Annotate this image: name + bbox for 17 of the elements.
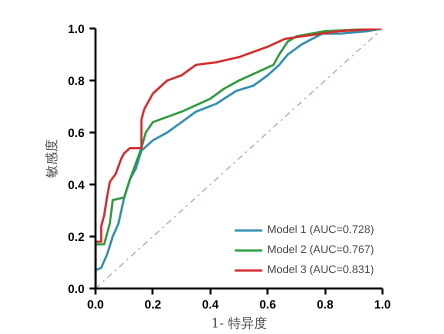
legend-label: Model 3 (AUC=0.831) xyxy=(267,264,374,276)
x-tick-label: 0.8 xyxy=(316,298,334,312)
y-tick-label: 0.8 xyxy=(68,74,85,88)
y-tick-label: 0.2 xyxy=(68,230,85,244)
y-tick-label: 0.6 xyxy=(68,126,85,140)
y-tick-label: 0.0 xyxy=(68,282,85,296)
legend-label: Model 2 (AUC=0.767) xyxy=(267,244,374,256)
x-tick-label: 0.0 xyxy=(87,298,104,312)
x-tick-label: 0.4 xyxy=(202,298,219,312)
y-tick-label: 1.0 xyxy=(68,22,85,36)
x-axis-title: 1- 特异度 xyxy=(211,316,267,332)
y-axis-title: 敏感度 xyxy=(44,139,60,178)
x-tick-label: 0.2 xyxy=(144,298,162,312)
x-tick-label: 0.6 xyxy=(259,298,276,312)
legend-label: Model 1 (AUC=0.728) xyxy=(267,224,374,236)
x-tick-label: 1.0 xyxy=(374,298,392,312)
y-tick-label: 0.4 xyxy=(68,178,85,192)
